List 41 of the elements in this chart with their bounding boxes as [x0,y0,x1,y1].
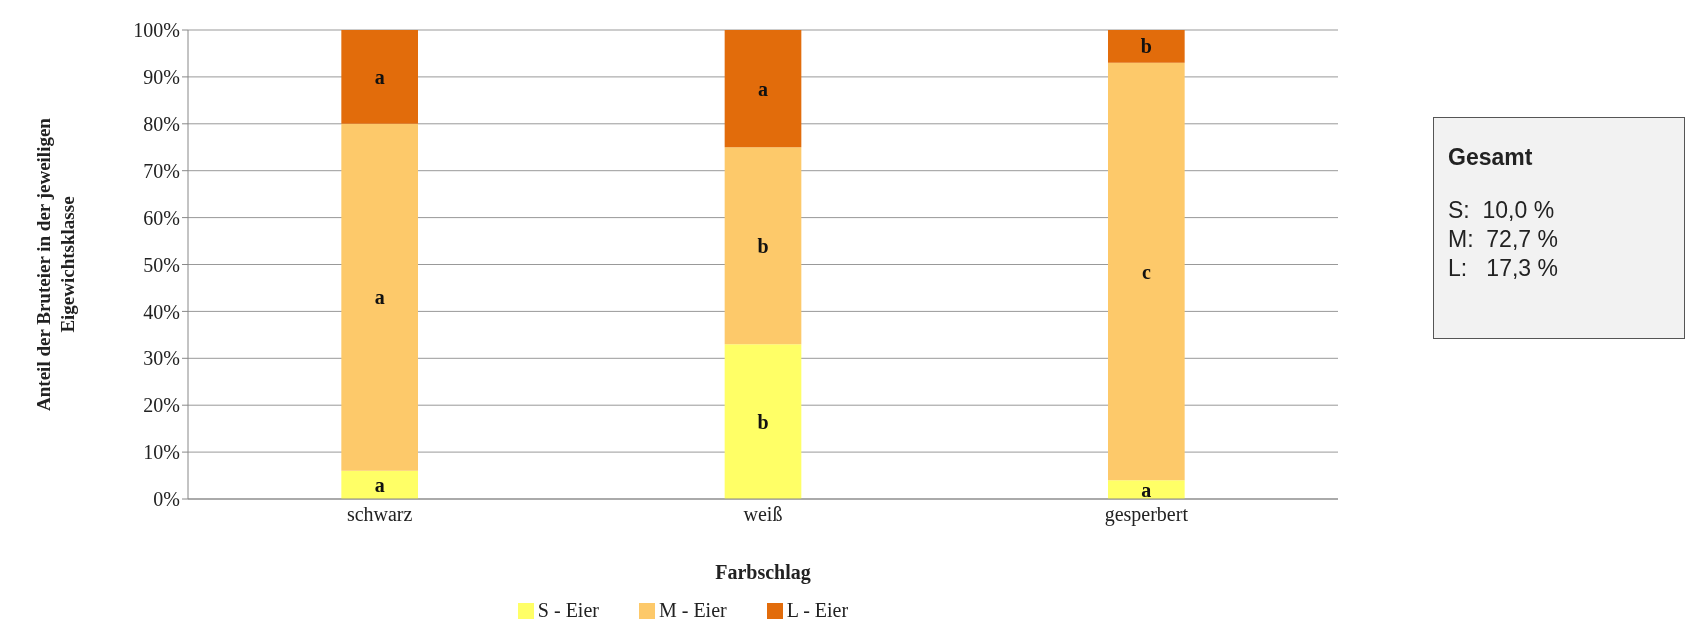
legend-label: S - Eier [536,599,599,622]
bar [724,344,802,499]
data-label: b [1140,35,1152,58]
y-tick-label: 70% [143,159,180,182]
y-tick-label: 50% [143,253,180,276]
data-label: c [1141,260,1151,283]
bar [341,470,418,499]
bar [724,147,802,345]
y-tick-label: 10% [143,441,180,464]
text: M: 72,7 % [1448,226,1559,253]
x-tick-label: schwarz [346,503,413,526]
data-label: b [757,234,769,257]
x-tick-label: gesperbert [1104,503,1189,527]
bar [1108,480,1185,499]
text: S: 10,0 % [1448,197,1556,224]
data-label: a [1141,478,1152,501]
bar [341,123,418,471]
data-label: a [758,77,768,100]
y-tick-label: 100% [133,19,180,42]
bar [1108,62,1185,481]
data-label: a [374,286,385,309]
bar [341,30,418,124]
legend-label: L - Eier [785,599,849,622]
y-tick-label: 20% [143,394,180,417]
x-axis-title: Farbschlag [715,561,811,584]
bar [1108,30,1185,63]
text: Gesamt [1448,144,1534,171]
legend-label: M - Eier [657,599,727,622]
y-tick-label: 60% [143,206,180,229]
y-axis-title: Anteil der Bruteier in der jeweiligen Eigewichtsklasse [33,117,78,411]
data-label: b [757,410,769,433]
y-tick-label: 0% [153,488,180,511]
bar [724,30,802,148]
y-tick-label: 90% [143,66,180,88]
y-tick-label: 40% [143,300,180,323]
y-tick-label: 80% [143,112,180,135]
data-label: a [374,473,385,496]
text: L: 17,3 % [1448,255,1559,282]
y-tick-label: 30% [143,347,180,370]
x-tick-label: weiß [743,503,783,526]
data-label: a [374,65,385,88]
